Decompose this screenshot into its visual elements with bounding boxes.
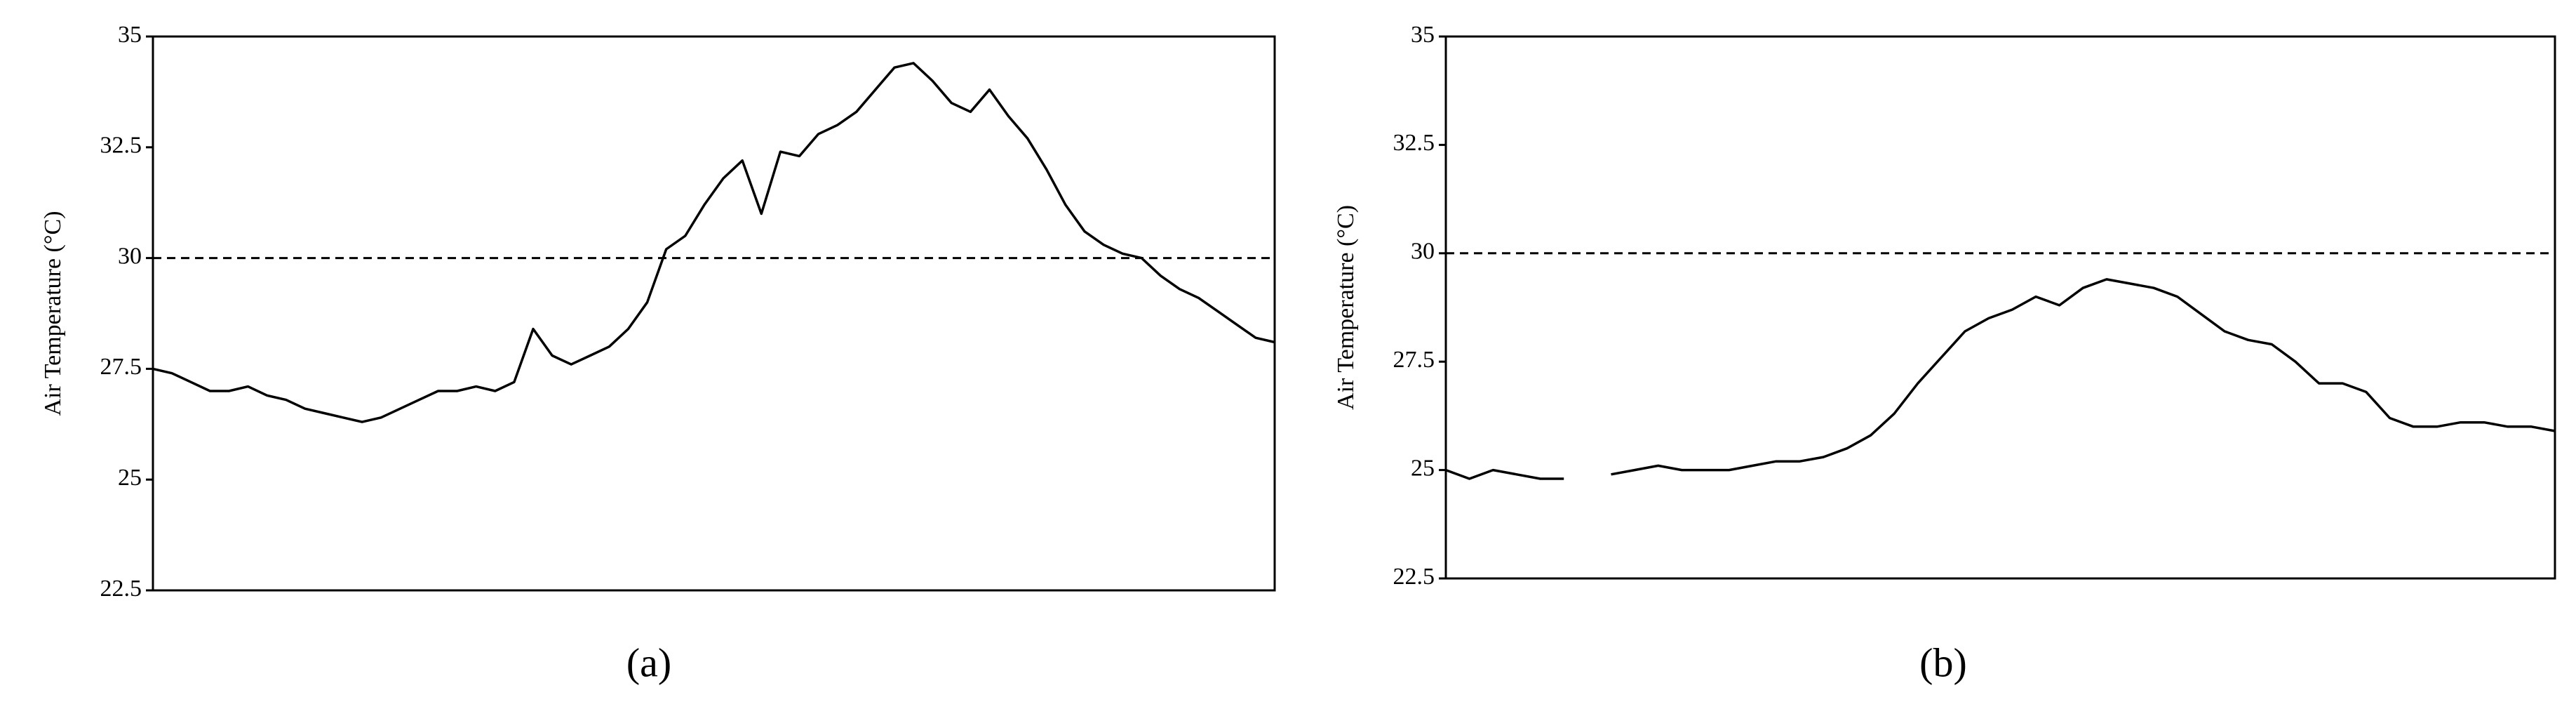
y-tick-label: 32.5 xyxy=(1393,130,1435,156)
plot-frame xyxy=(152,35,1276,592)
data-line xyxy=(152,62,1275,423)
plot-frame xyxy=(1444,35,2556,580)
panel-label: (a) xyxy=(626,640,671,685)
y-axis-title: Air Temperature (°C) xyxy=(40,211,66,416)
y-tick-label: 27.5 xyxy=(100,354,142,380)
y-axis-title: Air Temperature (°C) xyxy=(1333,205,1359,410)
y-tick-label: 35 xyxy=(1411,22,1435,48)
y-tick-label: 32.5 xyxy=(100,133,142,159)
y-tick-label: 30 xyxy=(1411,239,1435,265)
panel-label: (b) xyxy=(1919,640,1967,685)
y-tick-label: 25 xyxy=(1411,455,1435,481)
y-tick-label: 27.5 xyxy=(1393,347,1435,373)
data-line xyxy=(1445,278,2556,480)
y-tick-label: 35 xyxy=(118,22,142,48)
y-tick-label: 30 xyxy=(118,243,142,269)
y-tick-label: 22.5 xyxy=(100,576,142,602)
y-tick-label: 22.5 xyxy=(1393,564,1435,590)
y-tick-label: 25 xyxy=(118,465,142,491)
